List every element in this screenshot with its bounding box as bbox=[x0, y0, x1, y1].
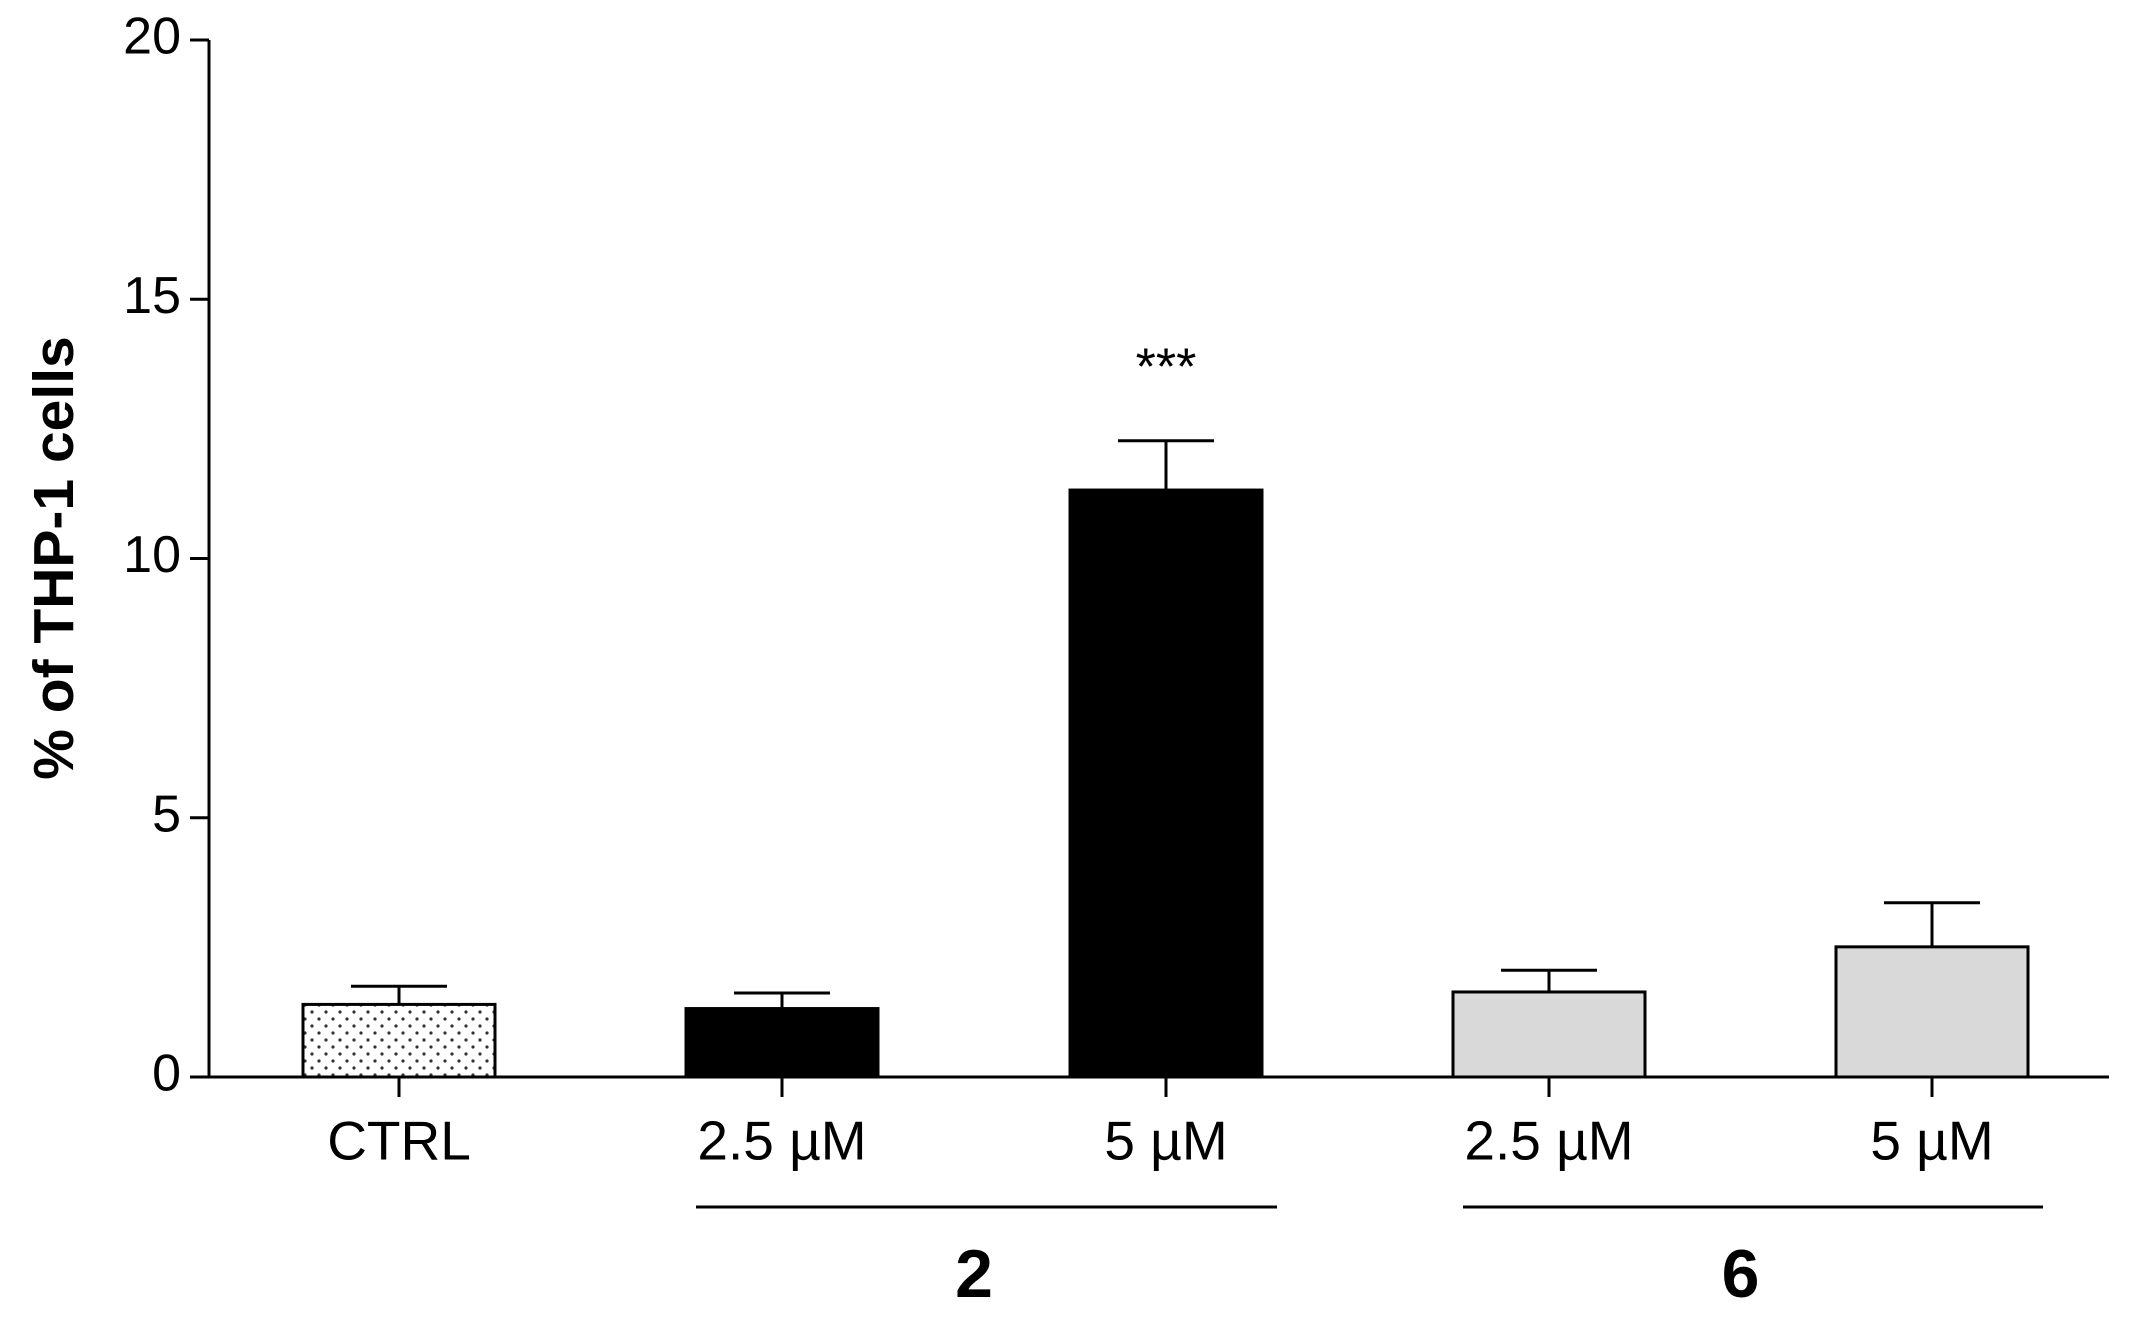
x-tick-label: 5 µM bbox=[1104, 1110, 1227, 1172]
y-tick-label: 0 bbox=[152, 1045, 181, 1103]
y-tick-label: 15 bbox=[123, 267, 181, 325]
group-label: 2 bbox=[955, 1236, 993, 1312]
y-tick-label: 5 bbox=[152, 785, 181, 843]
x-tick-label: 5 µM bbox=[1870, 1110, 1993, 1172]
x-tick-label: 2.5 µM bbox=[1464, 1110, 1633, 1172]
bar bbox=[301, 1002, 497, 1079]
y-axis-label: % of THP-1 cells bbox=[22, 336, 86, 779]
group-label: 6 bbox=[1722, 1236, 1760, 1312]
bar bbox=[1451, 990, 1647, 1079]
bar bbox=[684, 1007, 880, 1079]
x-tick-label: CTRL bbox=[327, 1110, 471, 1172]
significance-label: *** bbox=[1136, 339, 1197, 397]
x-tick-label: 2.5 µM bbox=[697, 1110, 866, 1172]
bar bbox=[1068, 488, 1264, 1079]
y-tick-label: 10 bbox=[123, 526, 181, 584]
bar bbox=[1834, 945, 2030, 1079]
y-tick-label: 20 bbox=[123, 8, 181, 66]
